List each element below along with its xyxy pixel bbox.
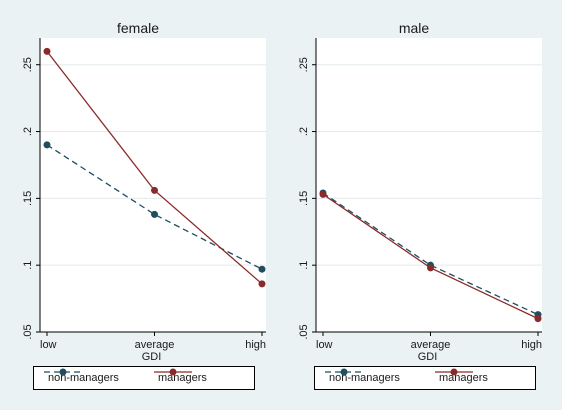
- data-point-non-managers: [151, 210, 158, 218]
- panel-title: male: [398, 20, 430, 36]
- x-tick-label: average: [135, 339, 175, 351]
- data-point-managers: [319, 190, 327, 198]
- plot-area: .05 .1 .15 .2 .25 low average high GDI: [22, 38, 266, 363]
- data-point-managers: [258, 280, 266, 288]
- x-tick-label: average: [411, 339, 451, 351]
- legend-swatch-non-managers: [44, 368, 82, 376]
- x-tick-label: low: [316, 339, 333, 351]
- legend-swatch-non-managers: [325, 368, 363, 376]
- data-point-managers: [151, 186, 158, 194]
- legend-item-managers: managers: [433, 367, 488, 389]
- legend: non-managers managers: [314, 366, 536, 390]
- data-point-non-managers: [43, 141, 51, 149]
- y-tick-label: .1: [298, 261, 310, 270]
- series-line-non-managers: [322, 192, 539, 316]
- legend-item-non-managers: non-managers: [42, 367, 119, 389]
- y-tick-label: .15: [298, 191, 310, 206]
- series-line-non-managers: [46, 144, 263, 270]
- legend-label: managers: [439, 372, 488, 384]
- y-tick-label: .15: [22, 191, 34, 206]
- plot-area: .05 .1 .15 .2 .25 low average high GDI: [298, 38, 542, 363]
- plot-background: [40, 38, 266, 332]
- legend-label: managers: [158, 372, 207, 384]
- y-tick-label: .05: [298, 324, 310, 339]
- legend-label: non-managers: [48, 372, 119, 384]
- legend-swatch-managers: [154, 368, 192, 376]
- x-axis-title: GDI: [142, 351, 162, 363]
- data-point-managers: [534, 315, 542, 323]
- legend-swatch-managers: [435, 368, 473, 376]
- x-tick-label: high: [245, 339, 266, 351]
- y-tick-label: .05: [22, 324, 34, 339]
- y-tick-label: .25: [298, 57, 310, 72]
- legend-item-non-managers: non-managers: [323, 367, 400, 389]
- legend-label: non-managers: [329, 372, 400, 384]
- plot-background: [316, 38, 542, 332]
- data-point-managers: [427, 264, 434, 272]
- chart-panel-male: male .05 .1 .15 .2 .25 low average high GDI non-…: [276, 14, 552, 404]
- x-axis-title: GDI: [418, 351, 438, 363]
- y-tick-label: .25: [22, 57, 34, 72]
- chart-panel-female: female .05 .1 .15 .2 .25 low average high GDI no…: [0, 14, 276, 404]
- x-tick-label: low: [40, 339, 57, 351]
- legend: non-managers managers: [33, 366, 255, 390]
- data-point-non-managers: [258, 265, 266, 273]
- y-tick-label: .2: [22, 127, 34, 136]
- data-point-managers: [43, 47, 51, 55]
- y-tick-label: .2: [298, 127, 310, 136]
- panel-title: female: [116, 20, 160, 36]
- x-tick-label: high: [521, 339, 542, 351]
- legend-item-managers: managers: [152, 367, 207, 389]
- y-tick-label: .1: [22, 261, 34, 270]
